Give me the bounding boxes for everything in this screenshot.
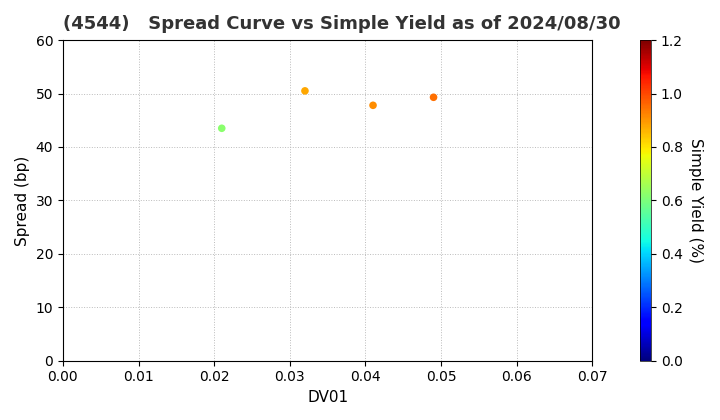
- Y-axis label: Spread (bp): Spread (bp): [15, 155, 30, 246]
- Point: [300, 87, 311, 94]
- Point: [216, 125, 228, 131]
- Y-axis label: Simple Yield (%): Simple Yield (%): [688, 138, 703, 263]
- Point: [367, 102, 379, 109]
- Point: [428, 94, 439, 101]
- X-axis label: DV01: DV01: [307, 390, 348, 405]
- Text: (4544)   Spread Curve vs Simple Yield as of 2024/08/30: (4544) Spread Curve vs Simple Yield as o…: [63, 15, 621, 33]
